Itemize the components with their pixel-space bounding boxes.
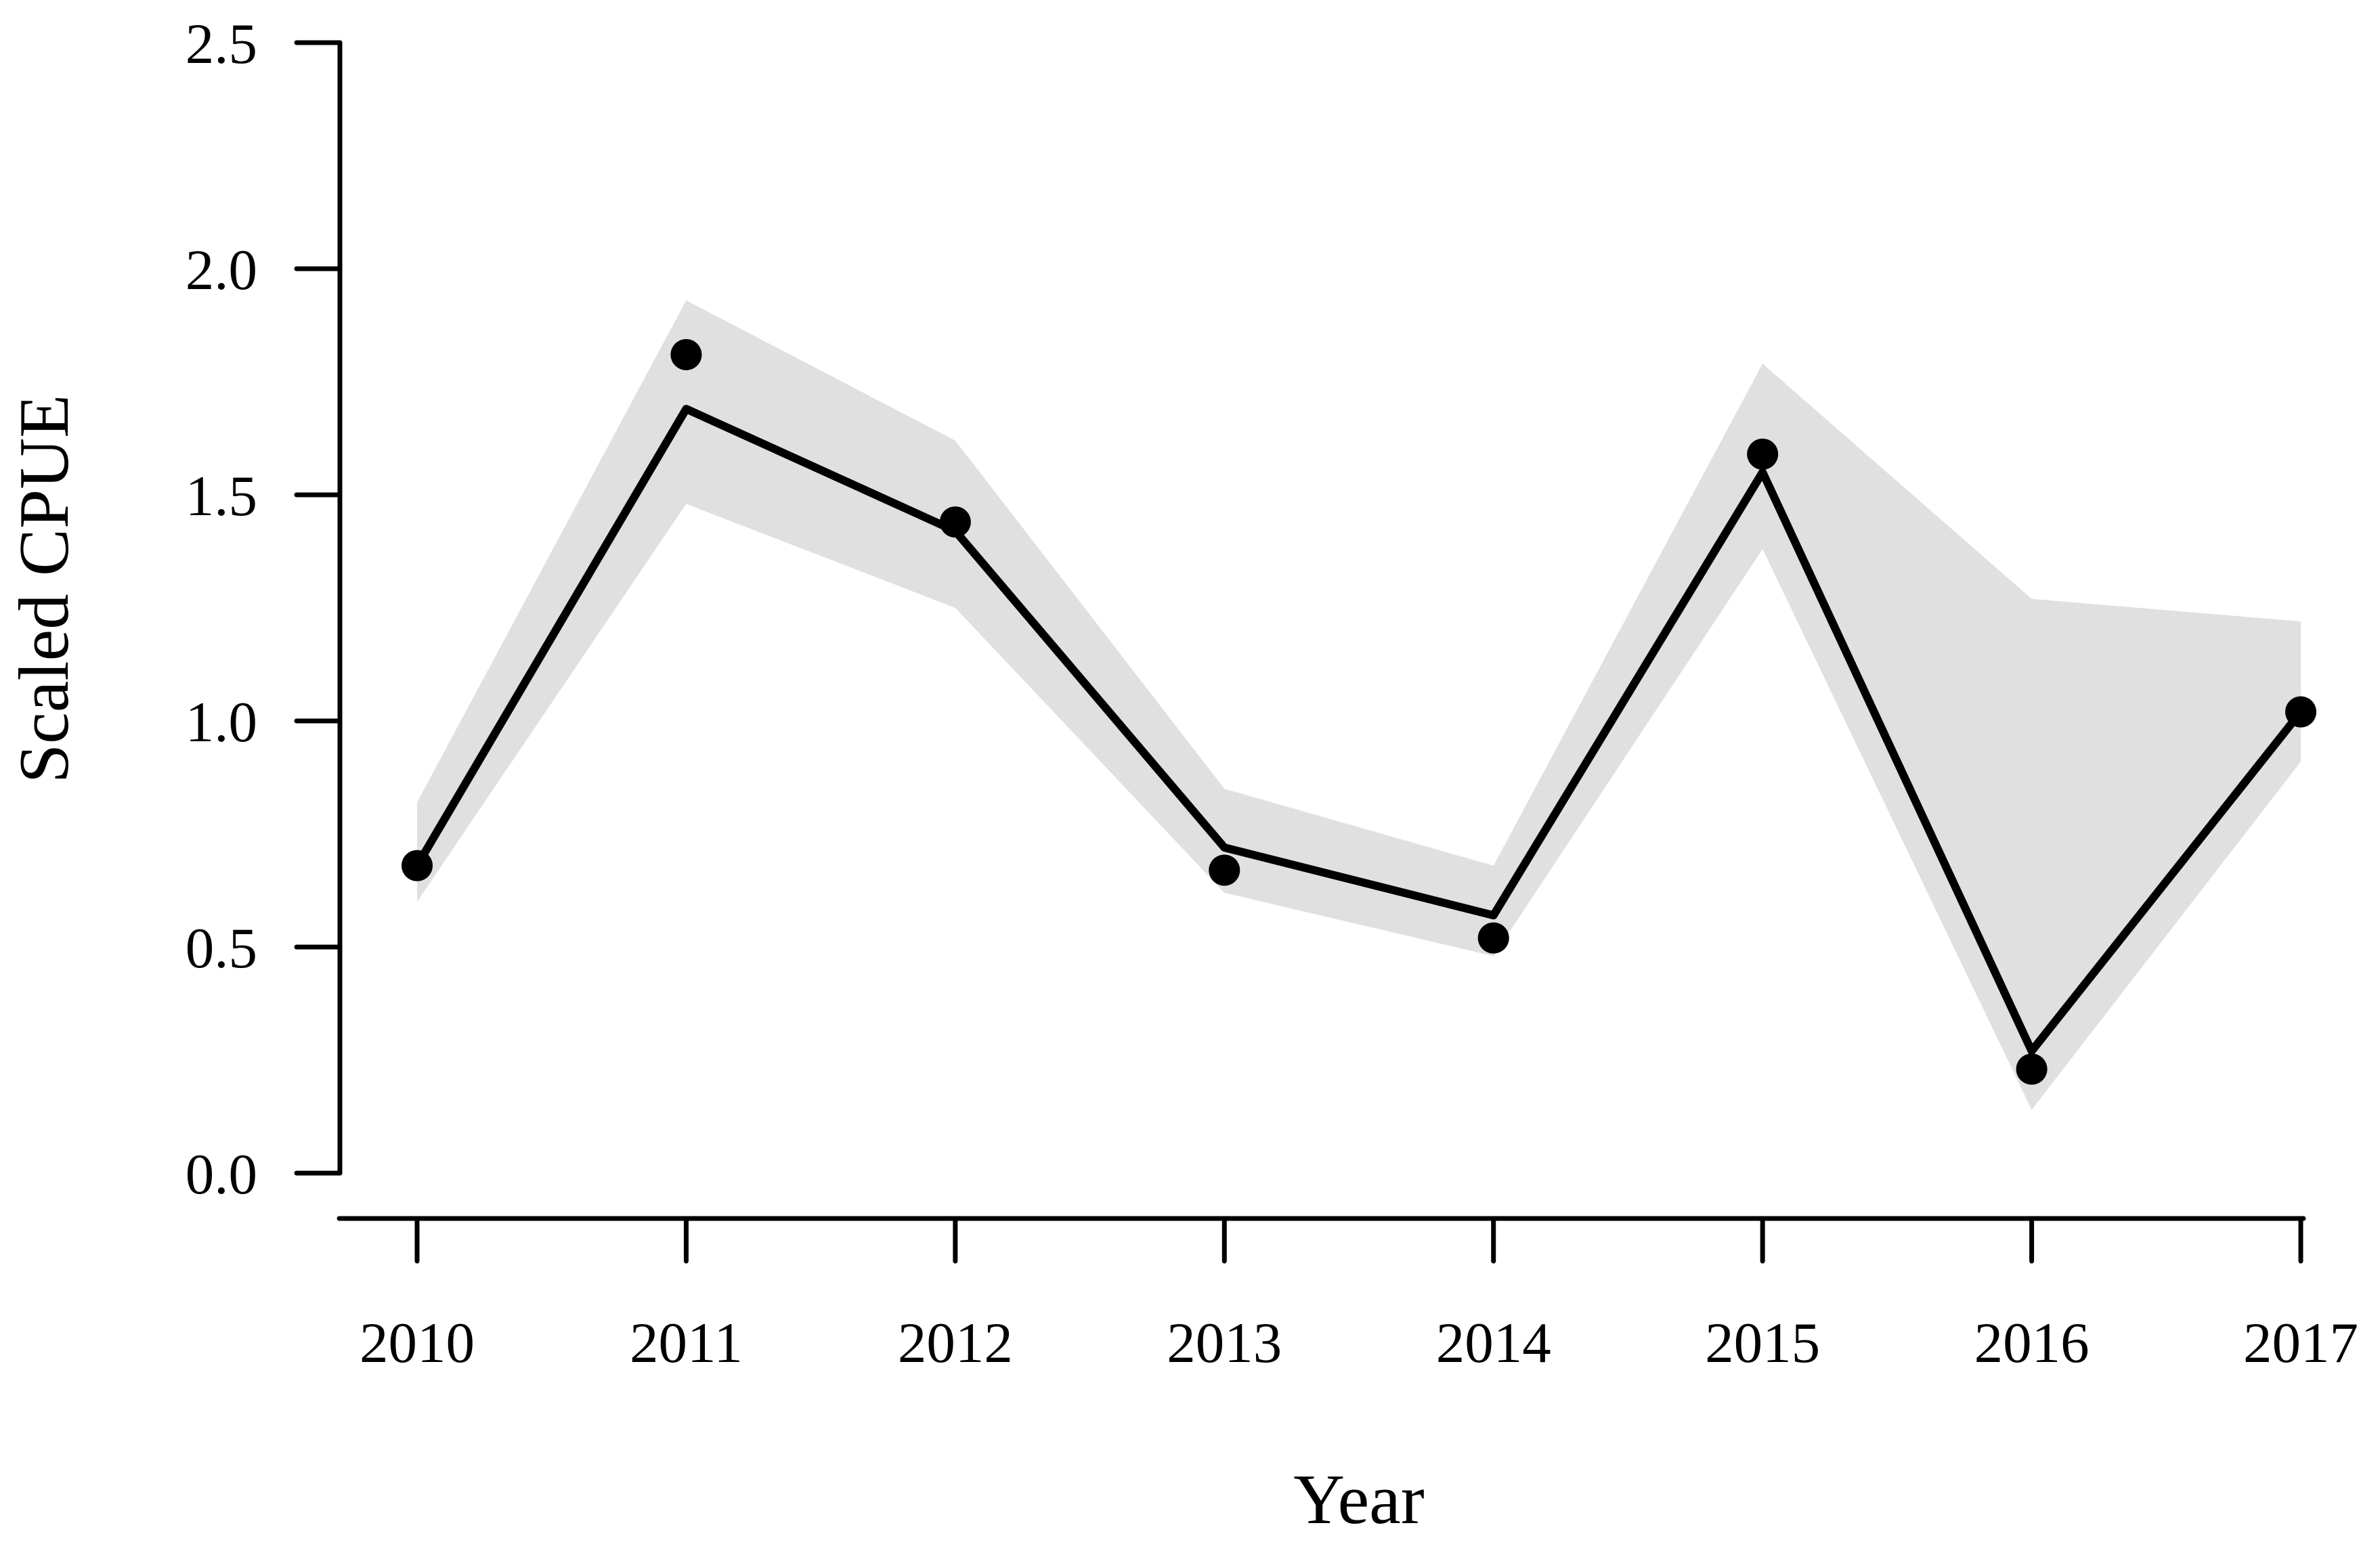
data-point-2011 <box>670 338 702 370</box>
x-tick-label: 2011 <box>630 1311 743 1375</box>
x-axis-title: Year <box>1293 1459 1425 1539</box>
x-axis-ticks: 2010 2011 2012 2013 2014 2015 2016 2017 <box>360 1216 2358 1375</box>
y-tick-label: 1.5 <box>186 464 257 528</box>
data-point-2014 <box>1477 922 1509 954</box>
confidence-band-layer <box>417 300 2301 1110</box>
data-point-2010 <box>402 850 433 881</box>
x-tick-label: 2012 <box>898 1311 1013 1375</box>
data-point-2013 <box>1209 854 1240 886</box>
x-tick-label: 2017 <box>2243 1311 2358 1375</box>
data-point-2016 <box>2016 1053 2048 1085</box>
x-tick-label: 2016 <box>1974 1311 2090 1375</box>
x-tick-label: 2015 <box>1705 1311 1820 1375</box>
y-axis: 0.0 0.5 1.0 1.5 2.0 2.5 <box>186 12 343 1206</box>
confidence-band <box>417 300 2301 1110</box>
trend-line <box>413 405 2305 1055</box>
x-tick-label: 2013 <box>1167 1311 1282 1375</box>
data-point-2015 <box>1747 438 1779 470</box>
y-tick-label: 1.0 <box>186 690 257 754</box>
x-tick-label: 2014 <box>1436 1311 1551 1375</box>
data-points-layer <box>402 338 2316 1085</box>
data-point-2012 <box>939 506 971 538</box>
x-tick-label: 2010 <box>360 1311 475 1375</box>
y-tick-label: 2.5 <box>186 12 257 76</box>
x-axis: 2010 2011 2012 2013 2014 2015 2016 2017 <box>337 1216 2358 1375</box>
y-tick-label: 2.0 <box>186 238 257 302</box>
y-axis-ticks: 0.0 0.5 1.0 1.5 2.0 2.5 <box>186 12 343 1206</box>
trend-line-layer <box>413 405 2305 1055</box>
y-axis-title: Scaled CPUE <box>4 395 83 784</box>
y-tick-label: 0.0 <box>186 1143 257 1206</box>
y-tick-label: 0.5 <box>186 917 257 980</box>
data-point-2017 <box>2285 696 2316 728</box>
